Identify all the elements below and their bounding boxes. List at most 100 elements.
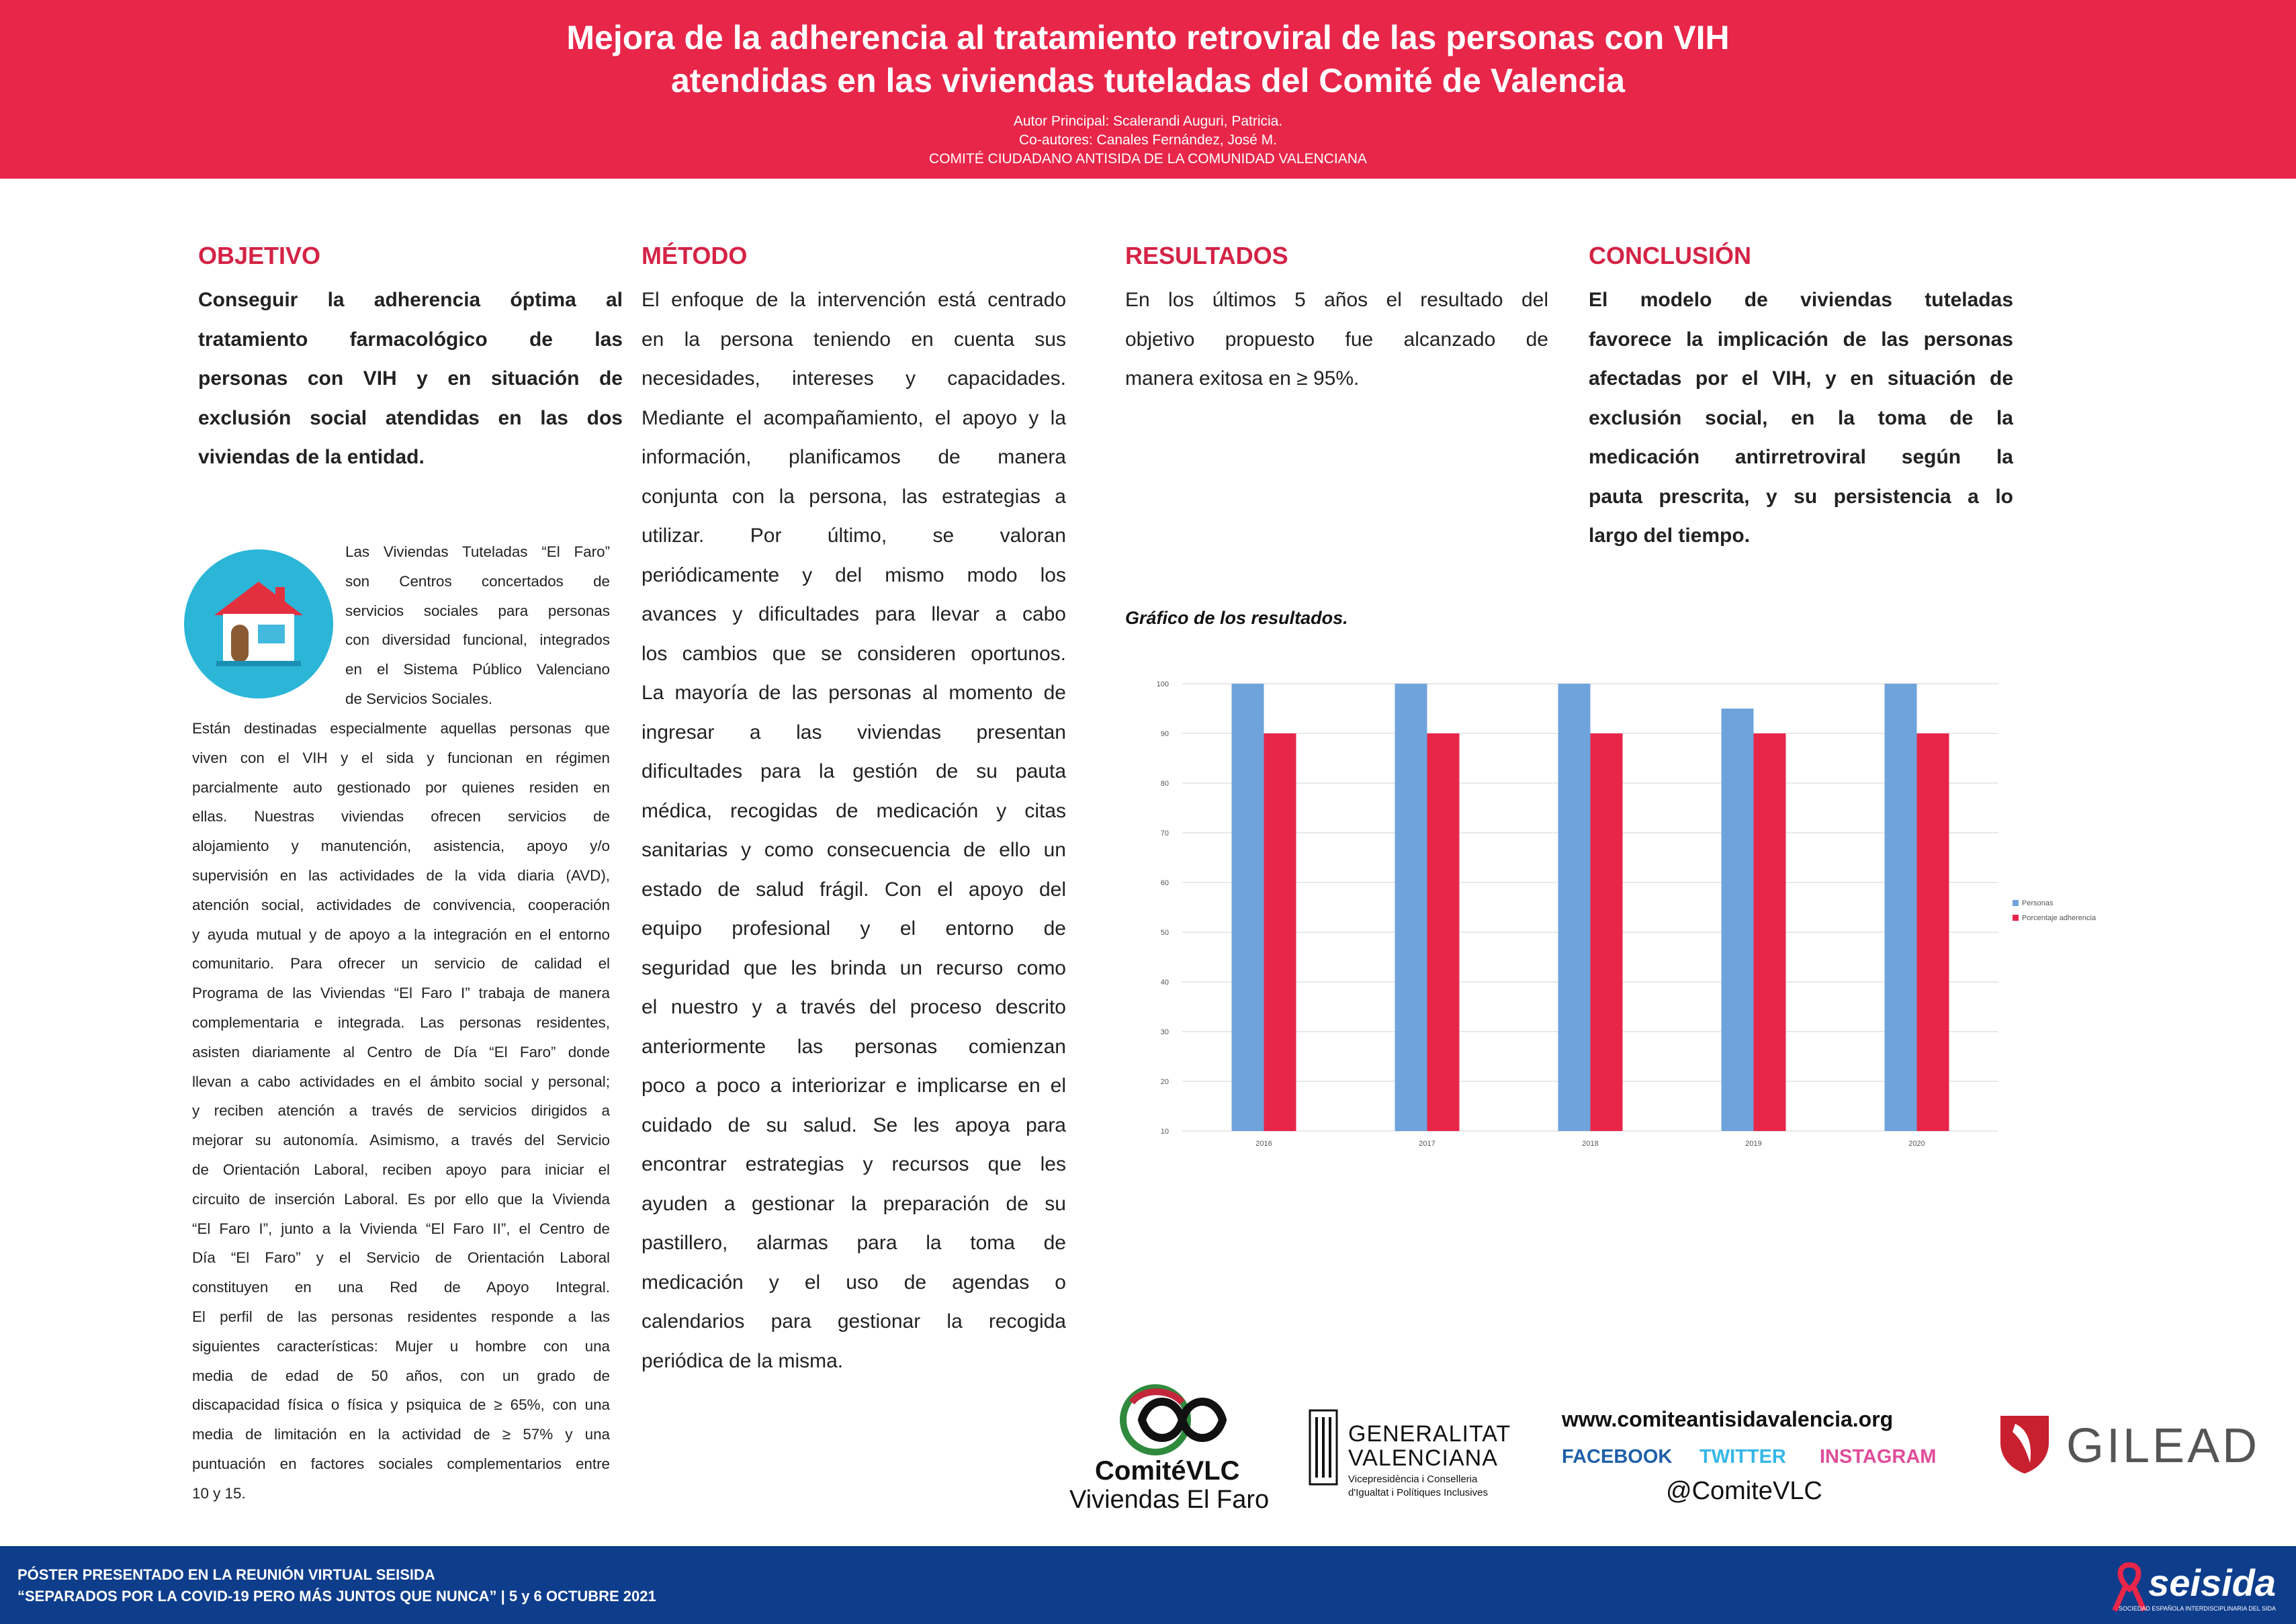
chart-bar [1721, 709, 1754, 1131]
objetivo-body-line: El perfil de las personas residentes res… [192, 1308, 610, 1325]
results-chart: 100 90 80 70 60 50 40 30 20 10 2016 2017 2018 2019 202… [1142, 672, 2109, 1155]
seisida-name: seisida [2148, 1562, 2276, 1604]
chart-bar [1427, 733, 1460, 1131]
metodo-line: estado de salud frágil. Con el apoyo del [642, 878, 1066, 901]
metodo-line: utilizar. Por último, se valoran [642, 525, 1066, 547]
gilead-shield-icon [2000, 1416, 2049, 1474]
social-links: www.comiteantisidavalencia.org FACEBOOK … [1562, 1407, 1965, 1515]
resultados-text: En los últimos 5 años el resultado del ob… [1125, 281, 1548, 399]
comite-sub: Viviendas El Faro [1069, 1486, 1270, 1514]
objetivo-body-line: parcialmente auto gestionado por quienes… [192, 778, 610, 796]
chart-bar [1753, 733, 1786, 1131]
metodo-line: seguridad que les brinda un recurso como [642, 956, 1066, 979]
resultados-line: manera exitosa en ≥ 95%. [1125, 367, 1360, 390]
x-tick-label: 2020 [1908, 1140, 1925, 1148]
poster-title-line2: atendidas en las viviendas tuteladas del… [671, 62, 1625, 99]
metodo-line: ayuden a gestionar la preparación de su [642, 1192, 1066, 1215]
y-tick-label: 20 [1161, 1078, 1169, 1086]
metodo-line: sanitarias y como consecuencia de ello u… [642, 839, 1066, 861]
objetivo-title: OBJETIVO [198, 242, 321, 269]
chart-bar [1558, 684, 1591, 1131]
metodo-line: los cambios que se consideren oportunos. [642, 642, 1066, 665]
objetivo-side-line: Las Viviendas Tuteladas “El Faro” [345, 543, 610, 560]
y-tick-label: 100 [1157, 680, 1169, 688]
objetivo-body-line: Están destinadas especialmente aquellas … [192, 720, 610, 737]
results-chart-svg: 100 90 80 70 60 50 40 30 20 10 2016 2017 2018 2019 202… [1157, 680, 2096, 1148]
x-tick-label: 2018 [1582, 1140, 1598, 1148]
metodo-line: equipo profesional y el entorno de [642, 917, 1066, 940]
objetivo-line: Conseguir la adherencia óptima al [198, 289, 623, 311]
objetivo-side-line: con diversidad funcional, integrados [345, 631, 610, 649]
metodo-line: periódica de la misma. [642, 1349, 844, 1372]
generalitat-crest-icon [1309, 1409, 1338, 1486]
chart-bar [1590, 733, 1623, 1131]
infinity-ribbon-icon [1120, 1384, 1227, 1455]
generalitat-logo: GENERALITAT VALENCIANA Vicepresidència i… [1307, 1404, 1528, 1504]
y-tick-label: 30 [1161, 1028, 1169, 1036]
objetivo-body-line: de Orientación Laboral, reciben apoyo pa… [192, 1161, 610, 1178]
y-tick-label: 90 [1161, 730, 1169, 738]
objetivo-body-line: asisten diariamente al Centro de Día “El… [192, 1043, 610, 1061]
y-tick-label: 70 [1161, 829, 1169, 838]
instagram-link[interactable]: INSTAGRAM [1820, 1446, 1937, 1468]
objetivo-body-line: media de edad de 50 años, con un grado d… [192, 1367, 610, 1384]
conclusion-line: El modelo de viviendas tuteladas [1589, 289, 2013, 311]
y-tick-label: 10 [1161, 1128, 1169, 1136]
objetivo-text: Conseguir la adherencia óptima al tratami… [198, 281, 623, 478]
resultados-line: objetivo propuesto fue alcanzado de [1125, 328, 1548, 351]
gva-sub1: Vicepresidència i Conselleria [1348, 1474, 1478, 1485]
metodo-line: La mayoría de las personas al momento de [642, 682, 1066, 704]
metodo-line: Mediante el acompañamiento, el apoyo y l… [642, 406, 1066, 429]
metodo-title: MÉTODO [642, 242, 748, 269]
legend-entry: Personas [2022, 899, 2054, 907]
metodo-line: anteriormente las personas comienzan [642, 1035, 1066, 1058]
gva-sub2: d'Igualtat i Polítiques Inclusives [1348, 1487, 1488, 1498]
viviendas-body-text: Están destinadas especialmente aquellas … [192, 714, 610, 1508]
chart-bar [1395, 684, 1427, 1131]
objetivo-body-line: ellas. Nuestras viviendas ofrecen servic… [192, 808, 610, 825]
conclusion-line: afectadas por el VIH, y en situación de [1589, 367, 2013, 390]
objetivo-body-line: y ayuda mutual y de apoyo a la integraci… [192, 926, 610, 943]
objetivo-body-line: “El Faro I”, junto a la Vivienda “El Far… [192, 1220, 610, 1237]
objetivo-body-line: viven con el VIH y el sida y funcionan e… [192, 749, 610, 766]
objetivo-body-line: puntuación en factores sociales compleme… [192, 1455, 610, 1472]
chart-bar [1884, 684, 1917, 1131]
metodo-line: medicación y el uso de agendas o [642, 1271, 1066, 1294]
metodo-line: en la persona teniendo en cuenta sus [642, 328, 1066, 351]
metodo-line: calendarios para gestionar la recogida [642, 1310, 1066, 1333]
objetivo-body-line: supervisión en las actividades de la vid… [192, 866, 610, 884]
comite-vlc-logo: ComitéVLC Viviendas El Faro [1068, 1382, 1296, 1517]
objetivo-body-line: 10 y 15. [192, 1484, 246, 1502]
house-icon [184, 549, 333, 698]
website-link[interactable]: www.comiteantisidavalencia.org [1562, 1407, 1894, 1431]
facebook-link[interactable]: FACEBOOK [1562, 1446, 1673, 1468]
objetivo-body-line: y reciben atención a través de servicios… [192, 1102, 610, 1120]
x-tick-label: 2016 [1255, 1140, 1272, 1148]
poster-header: Mejora de la adherencia al tratamiento r… [0, 0, 2296, 179]
resultados-title: RESULTADOS [1125, 242, 1288, 269]
metodo-line: médica, recogidas de medicación y citas [642, 799, 1066, 822]
chart-bar [1916, 733, 1949, 1131]
footer-line1: PÓSTER PRESENTADO EN LA REUNIÓN VIRTUAL … [17, 1566, 435, 1583]
objetivo-body-line: Día “El Faro” y el Servicio de Orientaci… [192, 1249, 610, 1267]
metodo-line: El enfoque de la intervención está centr… [642, 289, 1066, 311]
conclusion-line: favorece la implicación de las personas [1589, 328, 2013, 351]
gva-line2: VALENCIANA [1348, 1445, 1498, 1471]
y-tick-label: 60 [1161, 879, 1169, 887]
conclusion-line: largo del tiempo. [1589, 525, 1751, 547]
metodo-line: ingresar a las viviendas presentan [642, 721, 1066, 743]
footer-line2: “SEPARADOS POR LA COVID-19 PERO MÁS JUNT… [17, 1588, 656, 1605]
objetivo-body-line: complementaria e integrada. Las personas… [192, 1013, 610, 1031]
conclusion-title: CONCLUSIÓN [1589, 242, 1751, 269]
conclusion-line: medicación antirretroviral según la [1589, 446, 2013, 468]
objetivo-side-line: en el Sistema Público Valenciano [345, 661, 610, 678]
twitter-link[interactable]: TWITTER [1699, 1446, 1786, 1468]
seisida-subtitle: SOCIEDAD ESPAÑOLA INTERDISCIPLINARIA DEL… [2118, 1605, 2276, 1612]
x-tick-label: 2019 [1745, 1140, 1761, 1148]
y-tick-label: 50 [1161, 929, 1169, 937]
objetivo-body-line: alojamiento y manutención, asistencia, a… [192, 838, 610, 855]
social-handle[interactable]: @ComiteVLC [1666, 1477, 1822, 1505]
chart-bar [1231, 684, 1264, 1131]
objetivo-body-line: circuito de inserción Laboral. Es por el… [192, 1190, 610, 1208]
legend-entry: Porcentaje adherencia [2022, 914, 2096, 922]
